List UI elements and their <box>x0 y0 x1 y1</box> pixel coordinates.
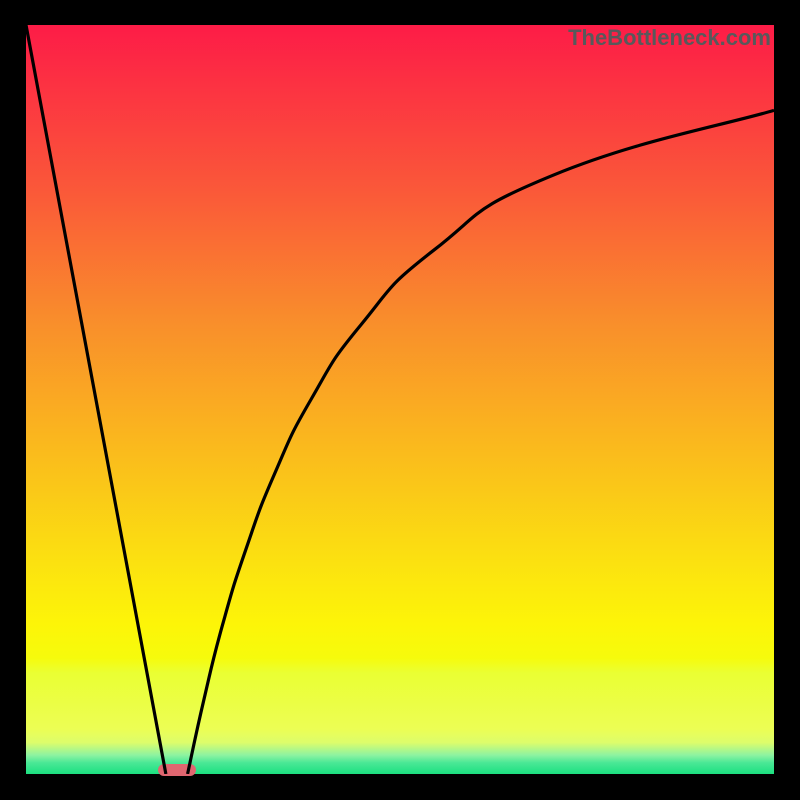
chart-border-right <box>774 0 800 800</box>
chart-frame: TheBottleneck.com <box>0 0 800 800</box>
chart-plot-area: TheBottleneck.com <box>26 25 774 774</box>
chart-border-left <box>0 0 26 800</box>
bottleneck-curve <box>26 25 774 774</box>
chart-border-bottom <box>0 774 800 800</box>
chart-border-top <box>0 0 800 25</box>
watermark-text: TheBottleneck.com <box>568 25 771 51</box>
